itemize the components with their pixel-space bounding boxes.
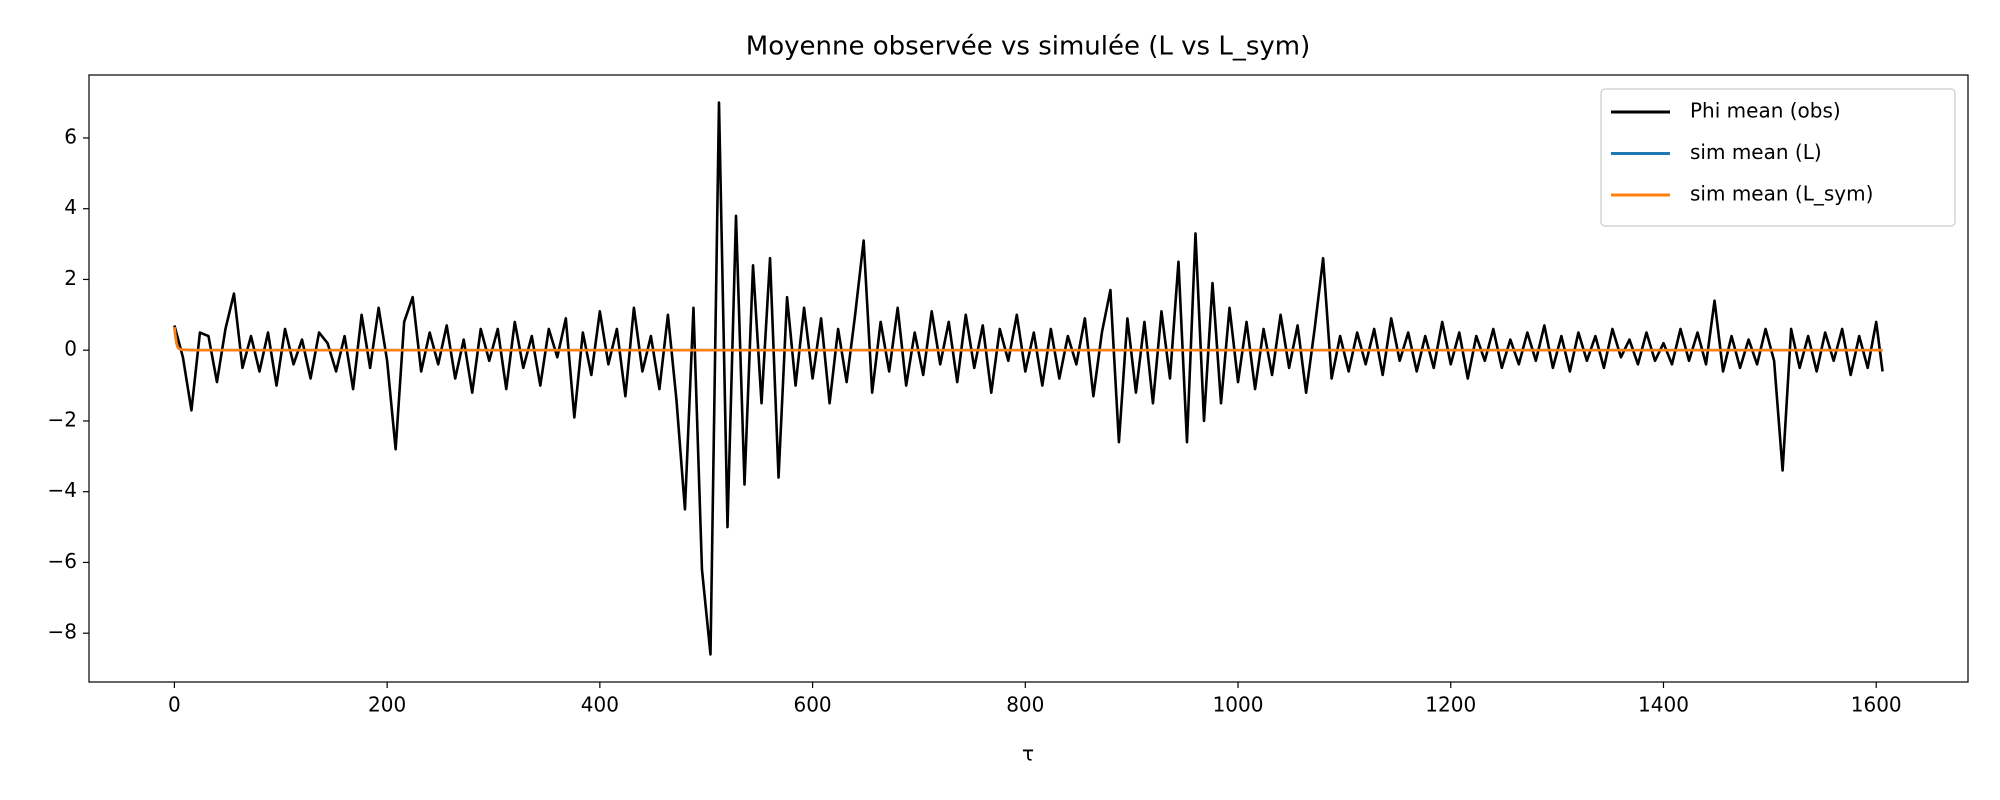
- x-tick-label: 1000: [1213, 693, 1264, 717]
- x-tick-label: 600: [793, 693, 831, 717]
- x-tick-label: 1600: [1851, 693, 1902, 717]
- x-tick-label: 400: [581, 693, 619, 717]
- legend-label: sim mean (L): [1690, 140, 1822, 164]
- y-tick-label: −2: [48, 407, 77, 431]
- x-tick-label: 1400: [1638, 693, 1689, 717]
- y-tick-label: 0: [64, 337, 77, 361]
- y-tick-label: −4: [48, 478, 77, 502]
- legend-label: Phi mean (obs): [1690, 99, 1841, 123]
- series-line: [173, 327, 1883, 352]
- chart-title: Moyenne observée vs simulée (L vs L_sym): [746, 32, 1310, 62]
- x-axis-label: τ: [1022, 742, 1034, 766]
- x-tick-label: 200: [368, 693, 406, 717]
- plot-frame: [88, 74, 1969, 683]
- y-tick-label: 2: [64, 266, 77, 290]
- y-tick-label: 6: [64, 124, 77, 148]
- series-line: [173, 101, 1884, 656]
- y-tick-label: −6: [48, 549, 77, 573]
- y-tick-label: 4: [64, 195, 77, 219]
- x-tick-label: 1200: [1425, 693, 1476, 717]
- x-tick-label: 800: [1006, 693, 1044, 717]
- x-tick-label: 0: [168, 693, 181, 717]
- legend-label: sim mean (L_sym): [1690, 182, 1873, 206]
- legend-box: [1600, 88, 1956, 227]
- y-tick-label: −8: [48, 620, 77, 644]
